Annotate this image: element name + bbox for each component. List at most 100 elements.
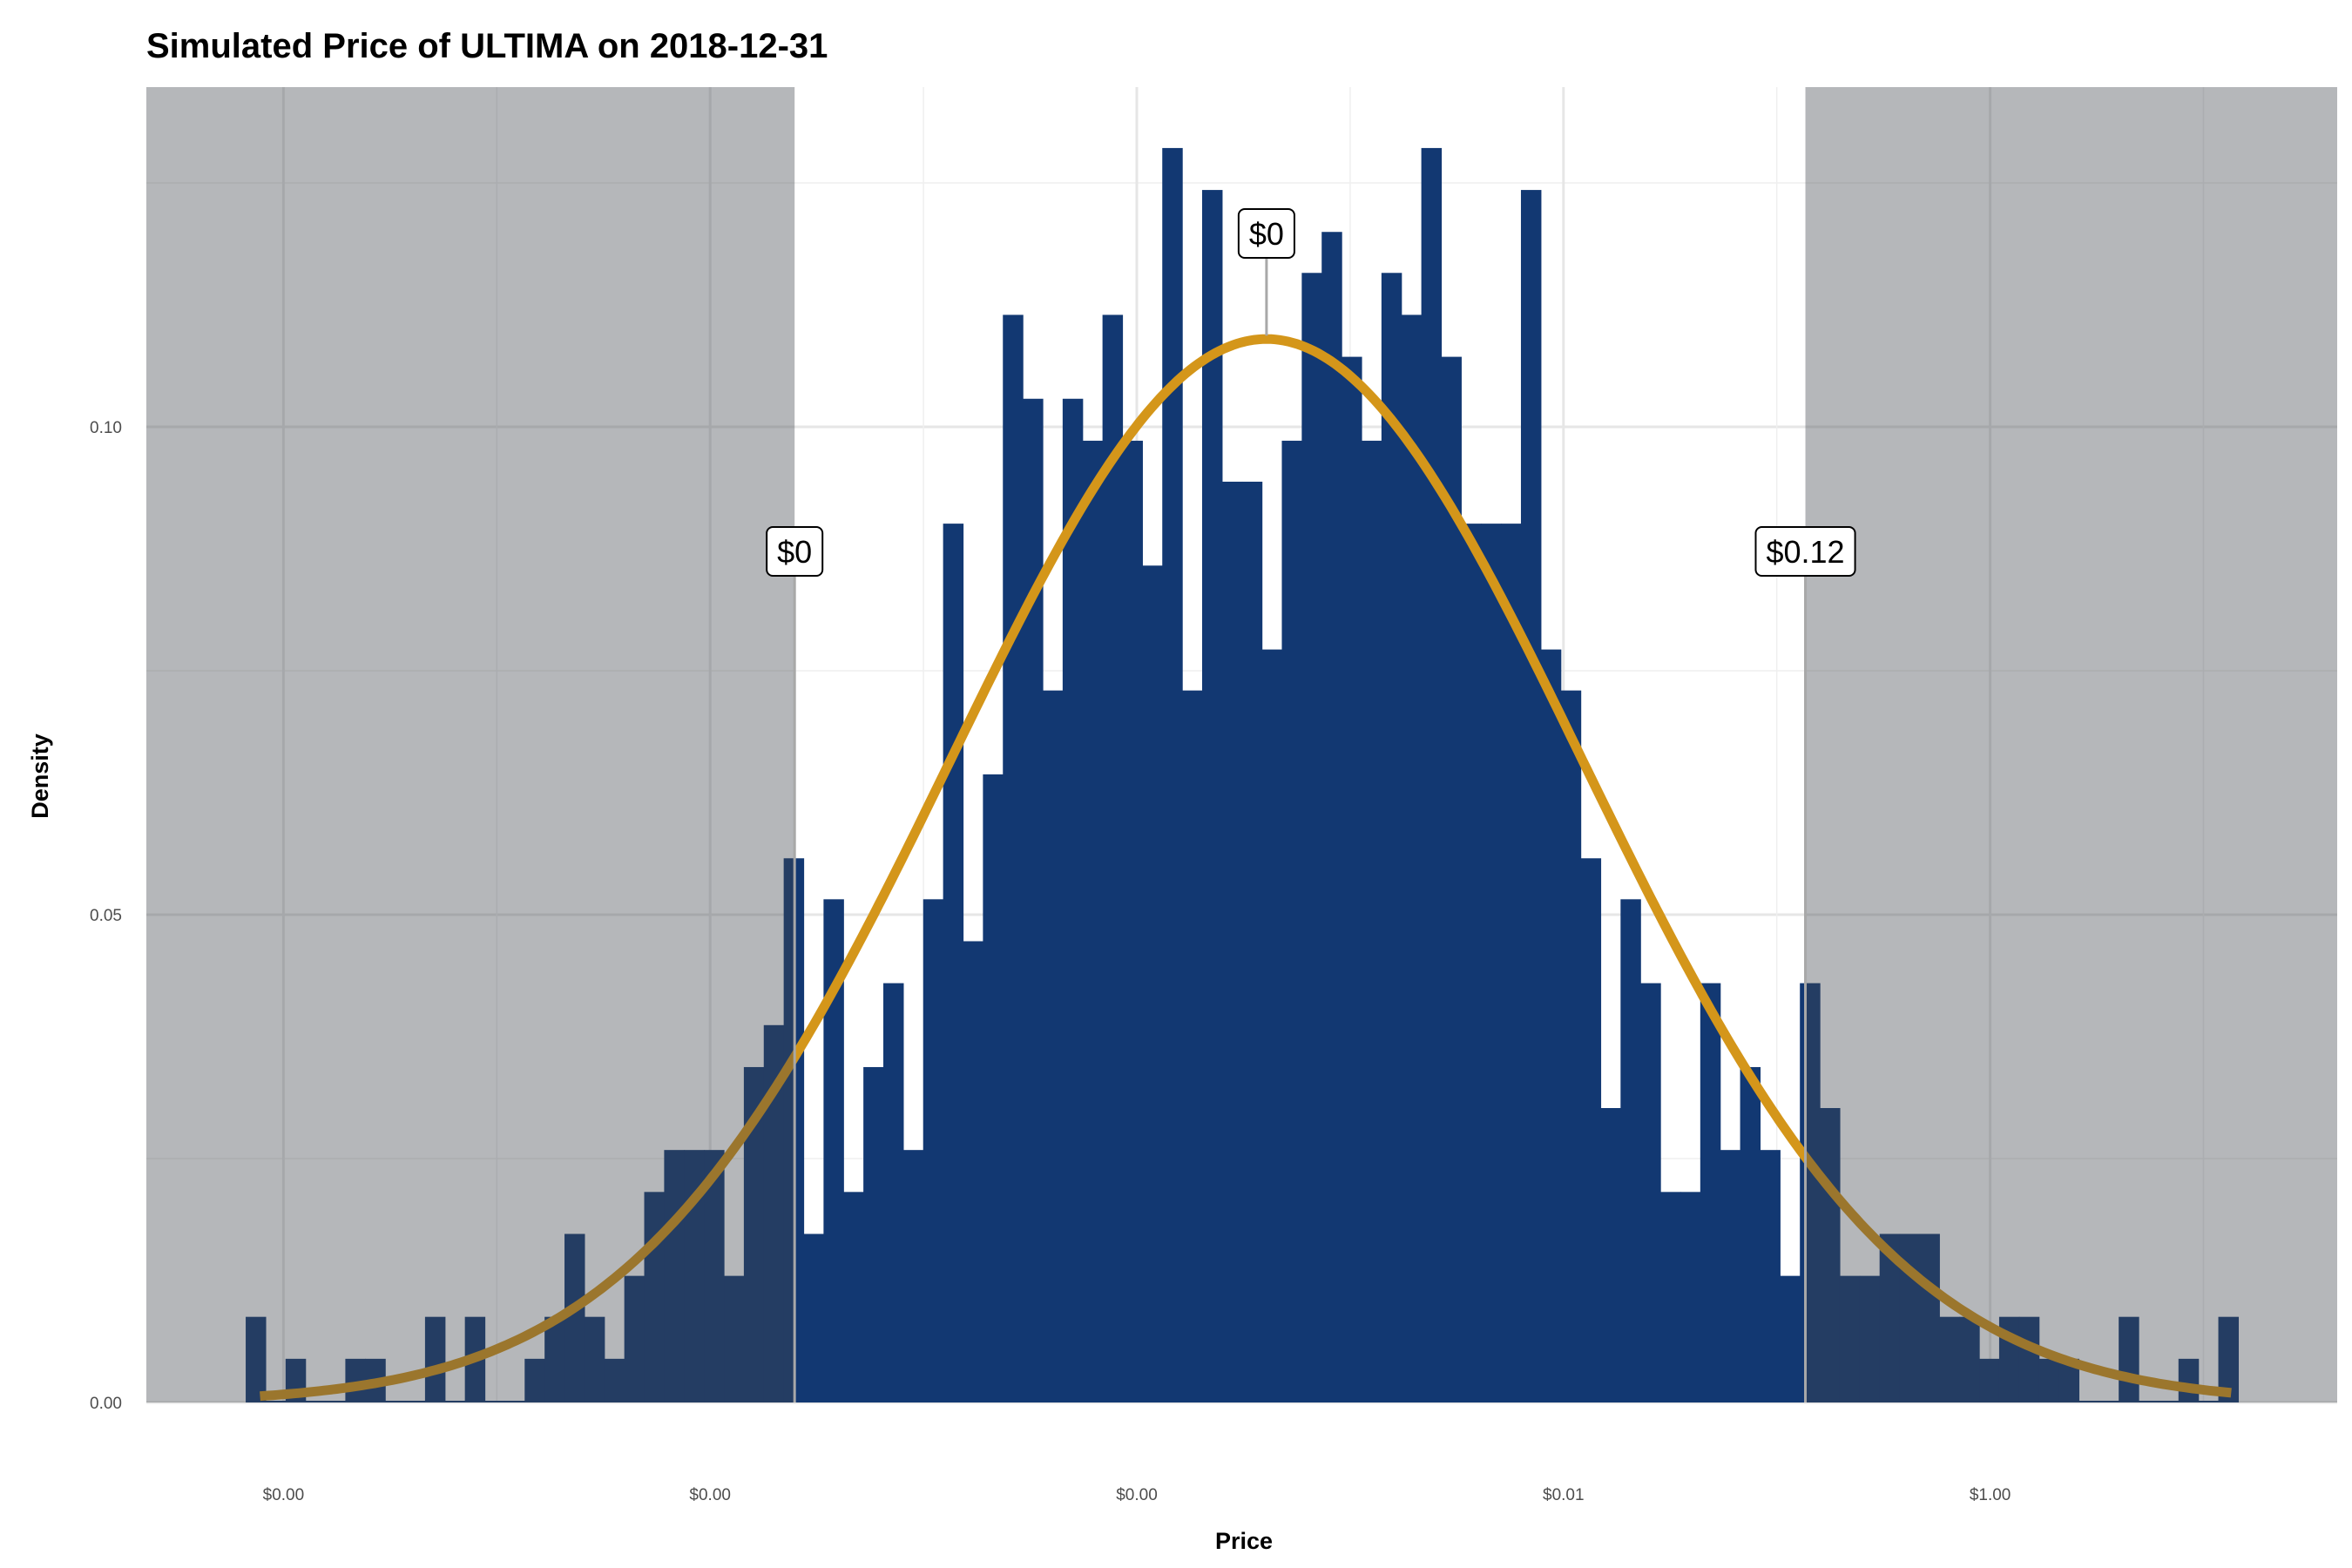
histogram-bar (504, 1401, 525, 1402)
quantile-label-box (766, 526, 824, 577)
histogram-bar (1580, 858, 1602, 1402)
histogram-bar (2139, 1401, 2159, 1402)
histogram-bar (1919, 1233, 1940, 1402)
histogram-bar (724, 1275, 745, 1402)
histogram-bar (1321, 232, 1342, 1402)
histogram-bar (1660, 1192, 1681, 1402)
histogram-bar (544, 1316, 565, 1402)
histogram-bar (902, 1150, 924, 1402)
x-tick-label: $0.01 (1543, 1486, 1585, 1504)
histogram-bar (1620, 899, 1641, 1402)
histogram-bar (1879, 1233, 1901, 1402)
y-axis-title: Density (27, 733, 53, 819)
histogram-bar (1720, 1150, 1741, 1402)
histogram-bar (1560, 690, 1582, 1402)
histogram-bar (385, 1401, 406, 1402)
normal-curve-layer (260, 334, 2232, 1402)
histogram-bar (863, 1066, 884, 1402)
histogram-bar (1780, 1275, 1801, 1402)
x-tick-label: $0.00 (689, 1486, 731, 1504)
quantile-label-upper: $0.12 (1766, 534, 1844, 570)
histogram-bar (2058, 1358, 2080, 1402)
quantile-label-box (1237, 208, 1295, 259)
histogram-bar (1700, 983, 1721, 1402)
histogram-bar (2078, 1401, 2099, 1402)
quantile-markers: $0 $0 $0.12 (766, 208, 1856, 1402)
histogram-bar (1481, 524, 1502, 1402)
histogram-bar (1401, 314, 1423, 1403)
histogram-bar (405, 1401, 426, 1402)
y-tick-label: 0.10 (90, 419, 122, 437)
histogram-bar (763, 1024, 785, 1402)
histogram-bar (1201, 190, 1223, 1403)
histogram-bar (1162, 147, 1183, 1402)
histogram-bar (1342, 356, 1362, 1403)
x-tick-label: $0.00 (263, 1486, 305, 1504)
histogram-bar (823, 899, 844, 1402)
histogram-bar (1859, 1275, 1881, 1402)
histogram-bar (883, 983, 904, 1402)
histogram-bar (524, 1358, 545, 1402)
histogram-bar (484, 1401, 506, 1402)
histogram-bar (1301, 273, 1322, 1402)
histogram-bar (584, 1316, 605, 1402)
histogram-bar (1600, 1108, 1621, 1402)
upper-tail-shade (1805, 87, 2337, 1402)
histogram-bar (1062, 398, 1084, 1402)
histogram-bar (803, 1233, 824, 1402)
histogram-bar (624, 1275, 645, 1402)
histogram-bar (1520, 190, 1542, 1403)
histogram-bar (1640, 983, 1661, 1402)
histogram-bar (943, 524, 964, 1402)
histogram-bar (1361, 440, 1382, 1402)
y-axis-ticks: 0.00 0.05 0.10 (90, 419, 122, 1413)
histogram-bar (1023, 398, 1044, 1402)
quantile-label-median: $0 (1249, 216, 1284, 252)
histogram-bar (1760, 1150, 1781, 1402)
histogram-bar (1979, 1358, 2000, 1402)
x-axis-ticks: $0.00 $0.00 $0.00 $0.01 $1.00 (263, 1486, 2011, 1504)
histogram-bar (1939, 1316, 1960, 1402)
y-tick-label: 0.05 (90, 907, 122, 925)
x-tick-label: $0.00 (1116, 1486, 1158, 1504)
histogram-bar (604, 1358, 625, 1402)
histogram-bar (1241, 481, 1263, 1403)
histogram-bars (246, 147, 2240, 1403)
histogram-bar (1221, 481, 1243, 1403)
histogram-bar (1461, 524, 1482, 1402)
histogram-bar (1042, 690, 1064, 1402)
histogram-bar (424, 1316, 446, 1402)
histogram-bar (2099, 1401, 2119, 1402)
histogram-bar (1003, 314, 1024, 1403)
histogram-bar (743, 1066, 765, 1402)
histogram-bar (1381, 273, 1402, 1402)
histogram-bar (444, 1401, 466, 1402)
histogram-bar (305, 1401, 327, 1402)
histogram-bar (983, 774, 1004, 1402)
histogram-bar (2018, 1316, 2040, 1402)
y-tick-label: 0.00 (90, 1395, 122, 1413)
tail-shading (146, 87, 2337, 1402)
histogram-bar (704, 1150, 725, 1402)
histogram-bar (1740, 1066, 1761, 1402)
histogram-bar (684, 1150, 705, 1402)
histogram-bar (1082, 440, 1104, 1402)
histogram-bar (1680, 1192, 1701, 1402)
histogram-bar (2038, 1358, 2060, 1402)
histogram-bar (1441, 356, 1462, 1403)
histogram-bar (1839, 1275, 1861, 1402)
histogram-bar (1122, 440, 1143, 1402)
histogram-bar (1959, 1316, 1980, 1402)
histogram-bar (2218, 1316, 2240, 1402)
histogram-bar (1182, 690, 1203, 1402)
histogram-bar (923, 899, 944, 1402)
histogram-bar (265, 1401, 287, 1402)
x-tick-label: $1.00 (1970, 1486, 2011, 1504)
histogram-bar (325, 1401, 347, 1402)
histogram-bar (1102, 314, 1124, 1403)
histogram-bar (843, 1192, 864, 1402)
histogram-bar (1261, 649, 1283, 1402)
histogram-bar (1501, 524, 1522, 1402)
lower-tail-shade (146, 87, 795, 1402)
